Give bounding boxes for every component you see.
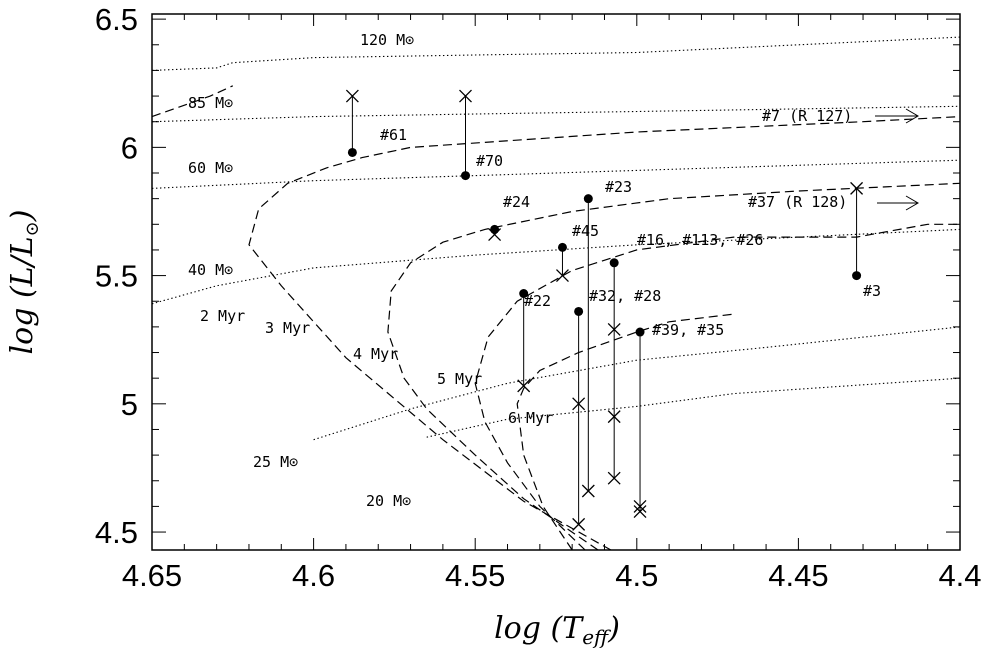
isochrone-0 xyxy=(151,85,234,118)
star-filled-point-8 xyxy=(635,327,645,337)
label-6-myr: 6 Myr xyxy=(508,409,553,427)
star-cross-point-2 xyxy=(488,228,502,242)
star-filled-point-7 xyxy=(609,258,619,268)
star-cross2-point-7 xyxy=(607,410,621,424)
r127-arrow xyxy=(875,108,919,124)
star-filled-point-0 xyxy=(347,147,357,157)
mass-track-2 xyxy=(151,228,961,305)
y-tick-label: 5 xyxy=(121,387,138,422)
star-filled-point-3 xyxy=(557,242,567,252)
label-2-myr: 2 Myr xyxy=(200,307,245,325)
star-cross2-point-6 xyxy=(572,517,586,531)
x-tick-label: 4.5 xyxy=(615,558,658,593)
mass-track-1 xyxy=(313,326,961,441)
label-star-16-113-26: #16, #113, #26 xyxy=(637,231,763,249)
label-60-msun: 60 M⊙ xyxy=(188,159,233,177)
label-25-msun: 25 M⊙ xyxy=(253,453,298,471)
y-tick-label: 4.5 xyxy=(95,515,138,550)
label-star-32-28: #32, #28 xyxy=(589,287,661,305)
mass-track-4 xyxy=(151,105,961,123)
x-tick-label: 4.6 xyxy=(292,558,335,593)
label-5-myr: 5 Myr xyxy=(437,370,482,388)
label-star-24: #24 xyxy=(503,193,530,211)
star-filled-point-1 xyxy=(461,171,471,181)
label-star-39-35: #39, #35 xyxy=(652,321,724,339)
y-axis-title: log (L/L⊙) xyxy=(5,210,43,355)
label-120-msun: 120 M⊙ xyxy=(360,31,414,49)
star-cross-point-9 xyxy=(850,181,864,195)
label-r128: #37 (R 128) xyxy=(748,193,847,211)
star-points xyxy=(345,89,864,531)
label-20-msun: 20 M⊙ xyxy=(366,492,411,510)
star-cross-point-6 xyxy=(572,397,586,411)
isochrone-3 xyxy=(474,223,960,551)
label-r127: #7 (R 127) xyxy=(762,107,852,125)
label-star-61: #61 xyxy=(380,126,407,144)
isochrone-2 xyxy=(387,182,961,551)
y-tick-label: 6 xyxy=(121,130,138,165)
star-filled-point-5 xyxy=(583,194,593,204)
star-cross-point-5 xyxy=(581,484,595,498)
mass-track-3 xyxy=(151,159,961,189)
label-star-23: #23 xyxy=(605,178,632,196)
star-cross-point-7 xyxy=(607,322,621,336)
star-filled-point-9 xyxy=(852,271,862,281)
star-filled-point-6 xyxy=(574,306,584,316)
star-cross-point-4 xyxy=(517,379,531,393)
mass-track-5 xyxy=(151,36,961,71)
label-star-3: #3 xyxy=(863,282,881,300)
star-cross2-point-8 xyxy=(633,505,647,518)
x-tick-label: 4.55 xyxy=(445,558,505,593)
star-cross-point-1 xyxy=(459,89,472,103)
x-tick-label: 4.65 xyxy=(122,558,182,593)
x-axis-title: log (Teff) xyxy=(494,611,620,648)
star-cross3-point-7 xyxy=(607,471,621,485)
mass-track-0 xyxy=(426,377,961,438)
r128-arrow xyxy=(877,195,919,211)
label-star-70: #70 xyxy=(476,152,503,170)
y-tick-label: 6.5 xyxy=(95,2,138,37)
label-4-myr: 4 Myr xyxy=(353,345,398,363)
x-tick-label: 4.45 xyxy=(768,558,828,593)
axis-ticks xyxy=(151,14,961,550)
star-cross-point-0 xyxy=(345,89,359,103)
star-cross-point-8 xyxy=(633,499,647,513)
isochrone-4 xyxy=(516,313,734,551)
isochrones xyxy=(151,85,961,551)
isochrone-1 xyxy=(248,116,961,551)
star-filled-point-2 xyxy=(490,224,500,234)
label-star-22: #22 xyxy=(524,292,551,310)
label-85-msun: 85 M⊙ xyxy=(188,94,233,112)
star-cross-point-3 xyxy=(556,269,569,283)
plot-frame xyxy=(151,13,961,551)
label-star-45: #45 xyxy=(572,222,599,240)
star-filled-point-4 xyxy=(519,289,529,299)
x-tick-label: 4.4 xyxy=(938,558,981,593)
y-tick-label: 5.5 xyxy=(95,259,138,294)
tick-labels: 4.65 4.6 4.55 4.5 4.45 4.44.555.566.5 xyxy=(95,2,982,593)
label-40-msun: 40 M⊙ xyxy=(188,261,233,279)
mass-tracks xyxy=(151,36,961,441)
label-3-myr: 3 Myr xyxy=(265,319,310,337)
